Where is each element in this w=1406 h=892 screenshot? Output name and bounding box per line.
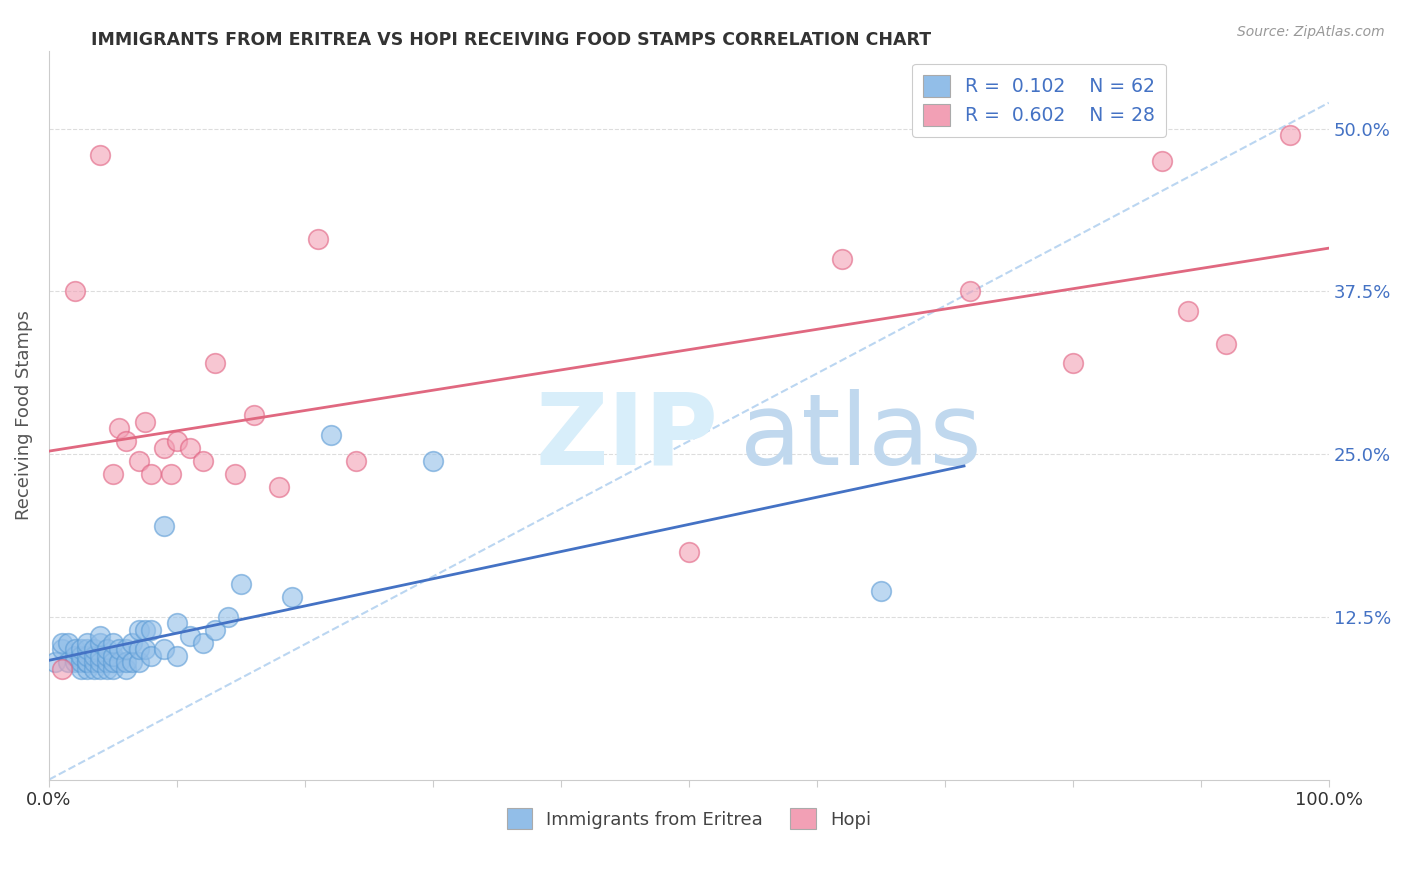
Point bbox=[1177, 304, 1199, 318]
Point bbox=[128, 656, 150, 670]
Point bbox=[153, 642, 176, 657]
Point bbox=[96, 662, 118, 676]
Point bbox=[269, 480, 291, 494]
Point bbox=[96, 648, 118, 663]
Point bbox=[319, 427, 342, 442]
Point bbox=[70, 648, 93, 663]
Point bbox=[83, 662, 105, 676]
Point bbox=[76, 642, 98, 657]
Point bbox=[63, 285, 86, 299]
Point bbox=[141, 623, 163, 637]
Point bbox=[191, 453, 214, 467]
Point bbox=[56, 656, 79, 670]
Point bbox=[224, 467, 246, 481]
Point bbox=[108, 656, 131, 670]
Point bbox=[128, 453, 150, 467]
Point bbox=[63, 648, 86, 663]
Point bbox=[159, 467, 181, 481]
Point bbox=[217, 610, 239, 624]
Point bbox=[678, 545, 700, 559]
Point bbox=[89, 656, 111, 670]
Point bbox=[108, 642, 131, 657]
Point bbox=[101, 467, 124, 481]
Point bbox=[128, 623, 150, 637]
Point bbox=[83, 656, 105, 670]
Point bbox=[89, 662, 111, 676]
Point bbox=[96, 656, 118, 670]
Point bbox=[1062, 356, 1084, 370]
Point bbox=[153, 441, 176, 455]
Point bbox=[76, 662, 98, 676]
Point bbox=[281, 591, 304, 605]
Point bbox=[134, 415, 156, 429]
Point bbox=[76, 648, 98, 663]
Point bbox=[44, 656, 66, 670]
Point bbox=[141, 648, 163, 663]
Point bbox=[307, 232, 329, 246]
Legend: Immigrants from Eritrea, Hopi: Immigrants from Eritrea, Hopi bbox=[499, 801, 879, 836]
Point bbox=[51, 642, 73, 657]
Point bbox=[121, 636, 143, 650]
Text: ZIP: ZIP bbox=[536, 389, 718, 485]
Point bbox=[1279, 128, 1302, 143]
Text: Source: ZipAtlas.com: Source: ZipAtlas.com bbox=[1237, 25, 1385, 39]
Point bbox=[83, 648, 105, 663]
Point bbox=[114, 656, 136, 670]
Point bbox=[101, 656, 124, 670]
Point bbox=[56, 636, 79, 650]
Text: atlas: atlas bbox=[740, 389, 981, 485]
Point bbox=[422, 453, 444, 467]
Point bbox=[114, 662, 136, 676]
Point bbox=[101, 662, 124, 676]
Point bbox=[229, 577, 252, 591]
Point bbox=[51, 662, 73, 676]
Point bbox=[108, 421, 131, 435]
Y-axis label: Receiving Food Stamps: Receiving Food Stamps bbox=[15, 310, 32, 520]
Point bbox=[153, 518, 176, 533]
Point bbox=[89, 148, 111, 162]
Point bbox=[83, 642, 105, 657]
Point bbox=[70, 656, 93, 670]
Point bbox=[76, 656, 98, 670]
Point bbox=[1215, 336, 1237, 351]
Point bbox=[128, 642, 150, 657]
Point bbox=[134, 642, 156, 657]
Point bbox=[63, 656, 86, 670]
Point bbox=[166, 616, 188, 631]
Point bbox=[101, 648, 124, 663]
Point bbox=[101, 636, 124, 650]
Point bbox=[191, 636, 214, 650]
Point bbox=[114, 642, 136, 657]
Point bbox=[166, 434, 188, 449]
Point bbox=[89, 636, 111, 650]
Point bbox=[134, 623, 156, 637]
Point bbox=[204, 356, 226, 370]
Point bbox=[166, 648, 188, 663]
Point bbox=[76, 636, 98, 650]
Point bbox=[179, 441, 201, 455]
Point bbox=[96, 642, 118, 657]
Point bbox=[70, 642, 93, 657]
Point bbox=[89, 648, 111, 663]
Point bbox=[51, 636, 73, 650]
Point bbox=[1152, 154, 1174, 169]
Text: IMMIGRANTS FROM ERITREA VS HOPI RECEIVING FOOD STAMPS CORRELATION CHART: IMMIGRANTS FROM ERITREA VS HOPI RECEIVIN… bbox=[91, 31, 932, 49]
Point bbox=[242, 408, 264, 422]
Point bbox=[70, 662, 93, 676]
Point bbox=[831, 252, 853, 266]
Point bbox=[121, 656, 143, 670]
Point bbox=[959, 285, 981, 299]
Point bbox=[344, 453, 367, 467]
Point bbox=[869, 583, 891, 598]
Point bbox=[89, 629, 111, 643]
Point bbox=[114, 434, 136, 449]
Point bbox=[63, 642, 86, 657]
Point bbox=[76, 656, 98, 670]
Point bbox=[179, 629, 201, 643]
Point bbox=[204, 623, 226, 637]
Point bbox=[141, 467, 163, 481]
